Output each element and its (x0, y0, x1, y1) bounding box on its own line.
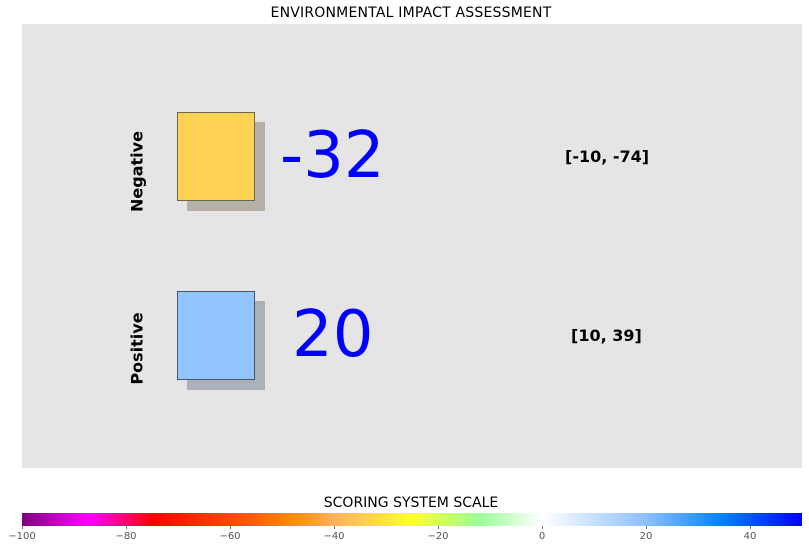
positive-score: 20 (292, 298, 374, 372)
positive-row: Positive 20 [10, 39] (22, 291, 802, 411)
colorbar-tick-label: 40 (743, 531, 757, 542)
colorbar-tick (334, 526, 335, 529)
chart-title: ENVIRONMENTAL IMPACT ASSESSMENT (270, 5, 552, 21)
colorbar-tick-label: −60 (219, 531, 241, 542)
colorbar-tick-label: −100 (8, 531, 36, 542)
colorbar-tick (230, 526, 231, 529)
assessment-panel: Negative -32 [-10, -74] Positive 20 [10,… (22, 24, 802, 468)
row-label-negative: Negative (127, 131, 147, 212)
colorbar-tick-label: −40 (323, 531, 345, 542)
negative-range: [-10, -74] (565, 147, 650, 166)
positive-color-box (177, 291, 255, 380)
negative-row: Negative -32 [-10, -74] (22, 112, 802, 232)
colorbar-tick (646, 526, 647, 529)
colorbar-tick (750, 526, 751, 529)
colorbar-tick (126, 526, 127, 529)
positive-range: [10, 39] (571, 326, 642, 345)
colorbar-tick (438, 526, 439, 529)
colorbar-tick (542, 526, 543, 529)
negative-score: -32 (280, 119, 385, 193)
colorbar-tick-label: −20 (427, 531, 449, 542)
row-label-positive: Positive (127, 312, 147, 385)
colorbar-title: SCORING SYSTEM SCALE (323, 495, 499, 511)
colorbar-tick (22, 526, 23, 529)
colorbar-tick-label: 0 (538, 531, 546, 542)
colorbar-tick-label: 20 (639, 531, 653, 542)
colorbar-tick-label: −80 (115, 531, 137, 542)
negative-color-box (177, 112, 255, 201)
colorbar (22, 513, 802, 526)
